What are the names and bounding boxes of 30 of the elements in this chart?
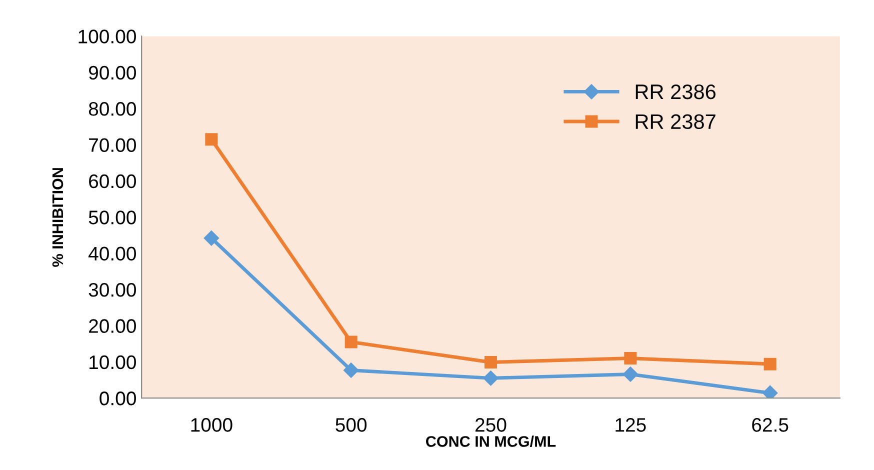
y-tick-label: 100.00 — [78, 30, 136, 44]
point — [622, 366, 638, 382]
point — [624, 352, 637, 365]
y-tick-label: 40.00 — [88, 246, 136, 261]
legend-label: RR 2386 — [636, 84, 716, 100]
y-tick-label: 0.00 — [100, 392, 136, 406]
y-tick-label: 60.00 — [89, 174, 136, 188]
x-tick-label: 125 — [616, 418, 646, 432]
point — [762, 385, 778, 398]
x-tick-label: 250 — [476, 418, 506, 432]
y-tick-label: 80.00 — [88, 102, 136, 116]
y-tick-label: 10.00 — [90, 355, 136, 370]
point — [764, 358, 776, 370]
point — [204, 230, 219, 246]
x-axis-title: CONC IN MCG/ML — [426, 436, 556, 448]
point — [484, 356, 497, 369]
y-tick-label: 50.00 — [88, 210, 136, 224]
point — [205, 133, 218, 146]
x-tick-label: 62.5 — [752, 418, 788, 432]
y-axis-title: % INHIBITION — [52, 168, 64, 267]
y-tick-label: 30.00 — [88, 282, 136, 297]
y-tick-label: 90.00 — [88, 66, 136, 80]
y-tick-label: 70.00 — [89, 138, 136, 152]
point — [483, 370, 498, 386]
x-tick-label: 1000 — [191, 418, 232, 432]
point — [344, 362, 359, 378]
legend-label: RR 2387 — [636, 114, 716, 130]
point — [344, 336, 358, 348]
x-tick-label: 500 — [336, 418, 367, 432]
y-tick-label: 20.00 — [89, 319, 136, 333]
